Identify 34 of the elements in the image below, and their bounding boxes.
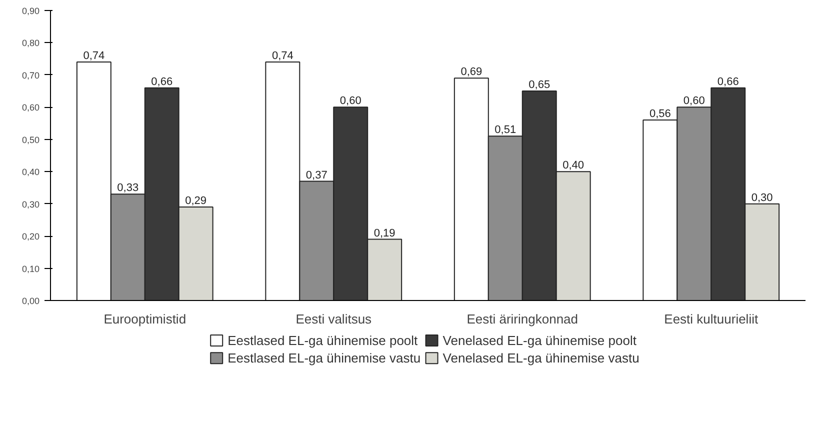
y-tick-label: 0,10	[22, 264, 40, 274]
y-tick-label: 0,30	[22, 199, 40, 210]
y-tick-label: 0,40	[22, 167, 40, 178]
data-label: 0,60	[340, 95, 362, 108]
y-tick-label: 0,50	[22, 134, 40, 145]
y-tick-label: 0,70	[22, 70, 40, 80]
data-label: 0,65	[528, 79, 550, 92]
x-tick-label: Eesti äriringkonnad	[466, 312, 578, 326]
data-label: 0,51	[494, 124, 516, 136]
data-label: 0,66	[717, 76, 739, 88]
data-label: 0,60	[683, 95, 705, 108]
y-tick-label: 0,00	[22, 296, 40, 306]
data-label: 0,74	[272, 50, 294, 62]
legend-label: Venelased EL-ga ühinemise poolt	[442, 333, 637, 348]
data-label: 0,74	[83, 50, 105, 62]
data-label: 0,29	[185, 195, 207, 208]
data-label: 0,40	[562, 160, 584, 172]
data-label: 0,69	[460, 66, 482, 78]
data-label: 0,66	[151, 76, 173, 88]
data-label: 0,56	[649, 108, 671, 120]
x-tick-label: Eurooptimistid	[104, 312, 186, 326]
legend-label: Eestlased EL-ga ühinemise vastu	[228, 350, 421, 366]
x-tick-label: Eesti kultuurieliit	[664, 312, 758, 326]
x-tick-label: Eesti valitsus	[296, 312, 372, 326]
y-tick-label: 0,90	[22, 6, 40, 16]
data-label: 0,30	[751, 192, 773, 204]
data-label: 0,19	[374, 227, 396, 240]
y-tick-label: 0,80	[22, 38, 40, 48]
y-tick-label: 0,20	[22, 232, 40, 242]
y-tick-label: 0,60	[22, 102, 40, 113]
data-label: 0,33	[117, 182, 139, 194]
legend-label: Eestlased EL-ga ühinemise poolt	[228, 333, 418, 348]
data-label: 0,37	[306, 169, 328, 182]
legend-label: Venelased EL-ga ühinemise vastu	[442, 350, 640, 366]
